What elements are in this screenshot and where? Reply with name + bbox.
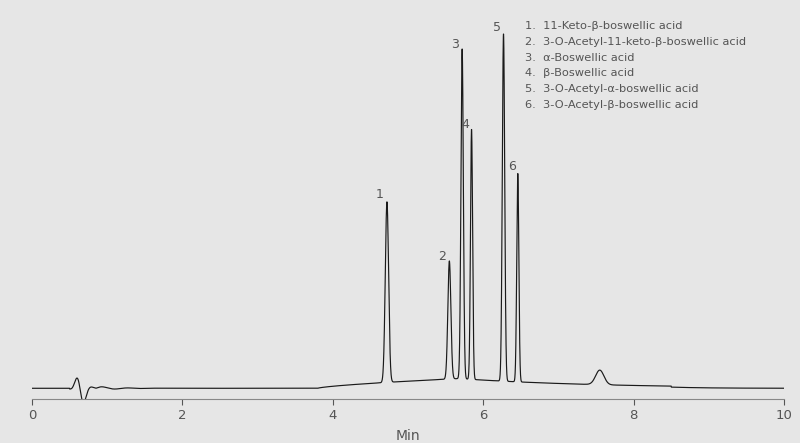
Text: 1: 1 <box>375 188 383 201</box>
X-axis label: Min: Min <box>396 429 420 443</box>
Text: 4: 4 <box>462 118 470 131</box>
Text: 3: 3 <box>451 39 459 51</box>
Text: 5: 5 <box>493 21 501 34</box>
Text: 6: 6 <box>509 160 517 173</box>
Text: 1.  11-Keto-β-boswellic acid
2.  3-O-Acetyl-11-keto-β-boswellic acid
3.  α-Boswe: 1. 11-Keto-β-boswellic acid 2. 3-O-Acety… <box>525 21 746 110</box>
Text: 2: 2 <box>438 250 446 263</box>
